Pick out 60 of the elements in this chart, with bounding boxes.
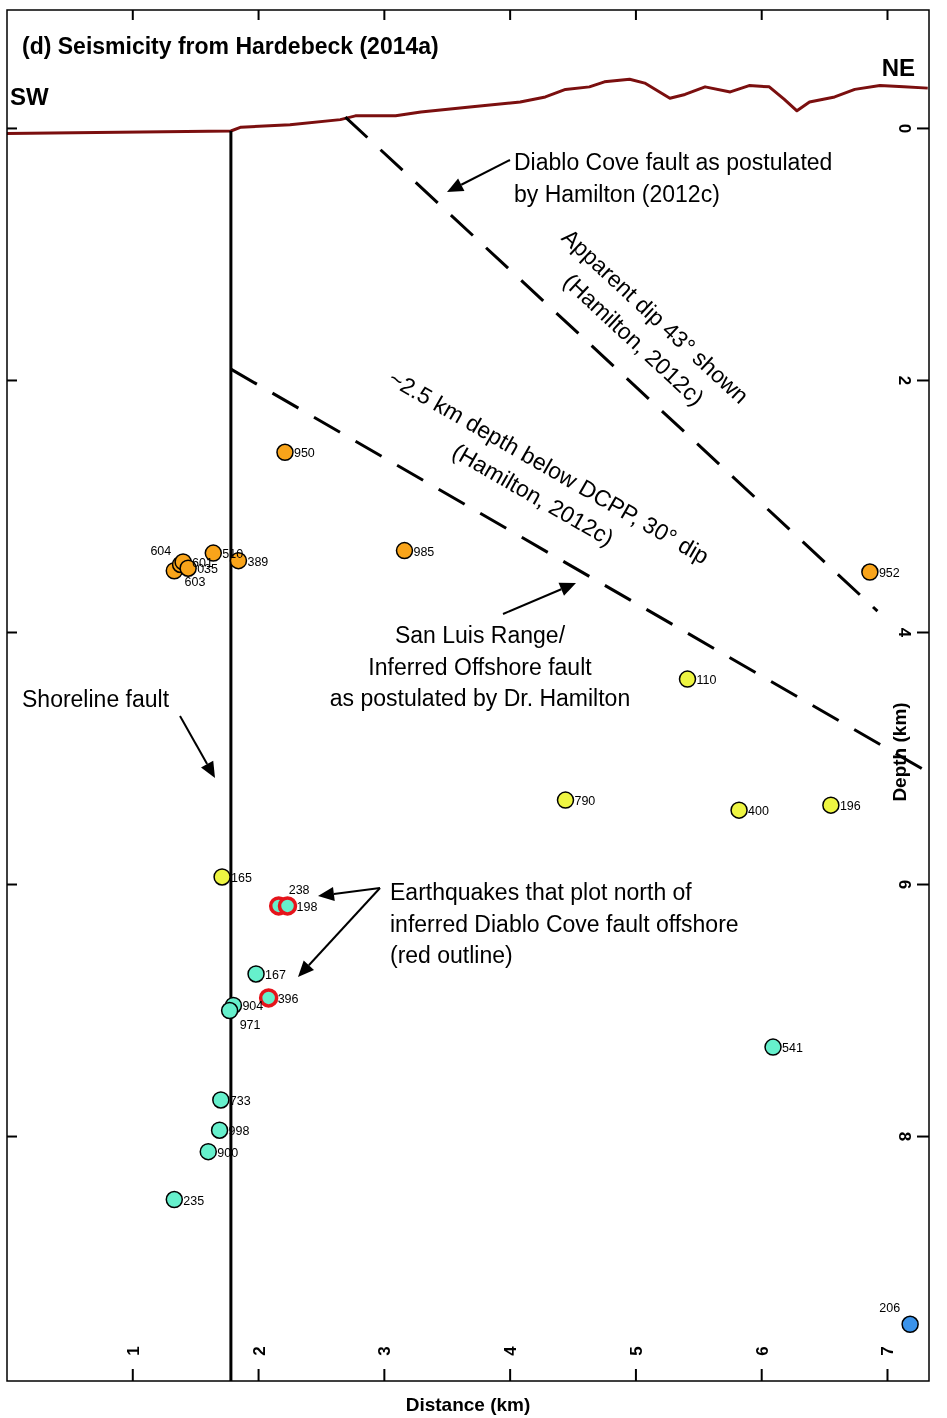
x-tick-label: 3 bbox=[375, 1346, 395, 1356]
annotation: 235 bbox=[183, 1193, 205, 1208]
point bbox=[901, 1315, 919, 1334]
annotation: 198 bbox=[296, 899, 318, 914]
annotation: 604 bbox=[150, 543, 172, 558]
annotation: Shoreline fault bbox=[22, 686, 170, 712]
annotation: 950 bbox=[293, 446, 315, 461]
x-tick-label: 6 bbox=[752, 1346, 772, 1356]
line-series bbox=[5, 77, 930, 135]
point bbox=[213, 868, 231, 886]
y-axis-title: Depth (km) bbox=[889, 702, 910, 802]
annotation: 167 bbox=[265, 967, 286, 982]
annotation: Diablo Cove fault as postulated by Hamilton (2012c) bbox=[514, 149, 833, 207]
point bbox=[678, 670, 697, 688]
point bbox=[165, 1190, 184, 1209]
annotation: San Luis Range/ Inferred Offshore fault as postulated by Dr. Hamilton bbox=[329, 622, 631, 712]
annotation: 790 bbox=[574, 794, 596, 809]
annotation: NE bbox=[881, 54, 915, 81]
point bbox=[730, 801, 748, 819]
annotation: 206 bbox=[879, 1301, 901, 1316]
point bbox=[277, 896, 298, 916]
annotation: 603 bbox=[184, 575, 206, 590]
y-tick-label: 2 bbox=[895, 375, 914, 386]
point bbox=[861, 563, 879, 581]
point bbox=[212, 1091, 230, 1109]
point bbox=[199, 1142, 218, 1161]
y-tick-label: 8 bbox=[895, 1131, 914, 1142]
annotation: 400 bbox=[748, 804, 769, 819]
x-tick-label: 4 bbox=[501, 1345, 521, 1356]
annotation: 110 bbox=[696, 673, 717, 688]
x-tick-label: 1 bbox=[123, 1346, 143, 1356]
annotation: 389 bbox=[247, 554, 269, 569]
text: (d) Seismicity from Hardebeck (2014a) bbox=[22, 33, 439, 59]
annotation: 733 bbox=[229, 1094, 251, 1108]
y-tick-label: 6 bbox=[895, 879, 914, 890]
annotation: 238 bbox=[288, 882, 310, 897]
x-axis-title: Distance (km) bbox=[405, 1394, 531, 1415]
annotation: 952 bbox=[878, 566, 900, 581]
x-tick-label: 2 bbox=[249, 1346, 269, 1356]
point bbox=[764, 1038, 782, 1056]
point bbox=[395, 541, 414, 560]
annotation: 165 bbox=[231, 870, 252, 885]
annotation: 971 bbox=[239, 1017, 261, 1032]
point bbox=[822, 796, 840, 814]
annotation: Earthquakes that plot north of inferred Diablo Cove fault offshore (red outline) bbox=[390, 879, 739, 969]
y-tick-label: 4 bbox=[895, 627, 914, 638]
annotation: SW bbox=[10, 83, 50, 110]
x-tick-label: 7 bbox=[878, 1346, 898, 1356]
point bbox=[276, 443, 294, 462]
y-tick-label: 0 bbox=[895, 123, 914, 134]
annotation: 904 bbox=[242, 999, 264, 1014]
annotation: 196 bbox=[839, 799, 861, 814]
annotation: 541 bbox=[782, 1041, 803, 1056]
x-tick-label: 5 bbox=[626, 1346, 646, 1356]
annotation: 396 bbox=[277, 991, 299, 1006]
point bbox=[247, 965, 265, 983]
point bbox=[220, 1001, 239, 1020]
point bbox=[210, 1121, 229, 1139]
point bbox=[556, 791, 575, 809]
annotation: 985 bbox=[413, 544, 435, 559]
